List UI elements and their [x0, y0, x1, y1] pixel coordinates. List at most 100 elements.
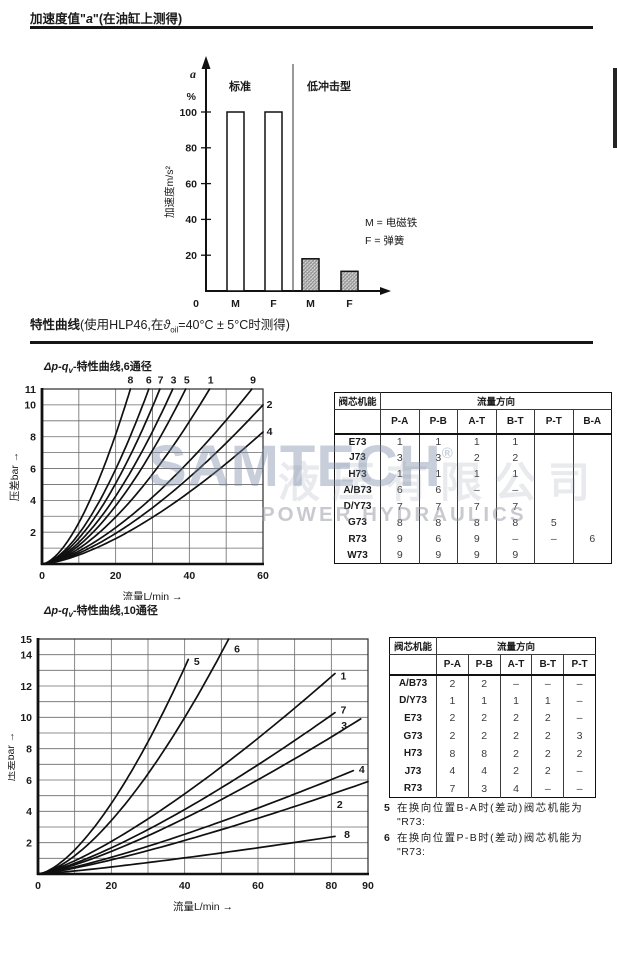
table-row: G73 8 8 8 8 5: [335, 514, 612, 531]
curve-label-4: 4: [267, 426, 273, 438]
table-cell: 7: [418, 498, 458, 515]
table-cell: 9: [495, 547, 535, 564]
axis-unit-percent: %: [187, 91, 197, 103]
curve-6: [41, 388, 150, 565]
y-tick-label: 2: [26, 837, 32, 849]
table-cell: 2: [436, 709, 469, 728]
y-axis-title: 压差bar →: [8, 452, 21, 502]
curve-8: [37, 835, 336, 875]
y-axis-title: 压差bar →: [8, 732, 17, 782]
table-row: R73 7 3 4– –: [390, 780, 596, 798]
y-tick-label: 20: [185, 250, 197, 262]
y-tick-label: 80: [185, 143, 197, 155]
x-zero-label: 0: [193, 298, 199, 310]
y-axis-title: 加速度m/s²: [163, 166, 176, 218]
table-cell: 8: [418, 514, 458, 531]
table-cell: 8: [495, 514, 535, 531]
curve-6: [37, 638, 230, 875]
row-label-W73: W73: [347, 549, 368, 561]
curve-5: [41, 388, 187, 565]
table-cell: 6: [418, 531, 458, 548]
table-row: E73 2 2 2 2–: [390, 709, 596, 728]
curve-label-1: 1: [341, 671, 347, 683]
table-cell: 1: [467, 692, 501, 710]
legend-line-m: M = 电磁铁: [365, 216, 418, 229]
table-cell: –: [531, 780, 564, 798]
table-cell: [572, 482, 612, 499]
y-tick-label: 6: [26, 775, 32, 787]
y-tick-label: 40: [185, 214, 197, 226]
footnote-text: 在换向位置B-A时(差动)阀芯机能为: [397, 802, 584, 814]
bar-M-0: [226, 111, 245, 292]
table-cell: 2: [499, 727, 532, 745]
table-cell: 2: [531, 727, 564, 745]
x-tick-label: 60: [252, 880, 264, 892]
row-label-R73: R73: [348, 533, 367, 545]
curve-1: [37, 672, 336, 875]
curve-label-3: 3: [171, 374, 177, 386]
table-row: A/B73 6 6– –: [335, 482, 612, 499]
table-cell: 1: [495, 466, 535, 483]
column-header-P-B: P-B: [467, 654, 501, 676]
table-cell: 8: [380, 514, 419, 531]
footnote-number: 5: [384, 802, 390, 814]
blank-header-cell: [389, 654, 437, 676]
table-cell: 9: [457, 531, 496, 548]
footnote-continuation: "R73:: [397, 845, 426, 858]
table-row: D/Y73 1 1 1 1–: [390, 692, 596, 710]
column-header-P-A: P-A: [380, 409, 419, 435]
spool-function-table-10: 阀芯机能 流量方向 P-A P-B A-T B-T P-T A/B73 2 2– – – D/Y73 1 1…: [389, 637, 596, 799]
footnote-6: 6 在换向位置P-B时(差动)阀芯机能为: [384, 831, 602, 845]
section-heading-acceleration: 加速度值"a"(在油缸上测得): [30, 12, 183, 26]
table-cell: 7: [457, 498, 496, 515]
curve-label-4: 4: [359, 764, 365, 776]
row-label-D/Y73: D/Y73: [399, 695, 427, 707]
row-label-J73: J73: [349, 452, 366, 464]
table-cell: –: [457, 482, 496, 499]
y-tick-label: 14: [20, 649, 32, 661]
row-label-A/B73: A/B73: [398, 678, 428, 690]
bar-M-2: [301, 258, 320, 292]
table-cell: –: [563, 780, 596, 798]
table-cell: 1: [495, 433, 535, 450]
curve-8: [41, 388, 132, 565]
table-cell: 3: [563, 727, 596, 745]
curve-label-2: 2: [267, 399, 273, 411]
x-tick-label: 0: [39, 570, 45, 582]
x-axis-title: 流量L/min →: [122, 590, 182, 600]
curve-label-2: 2: [337, 799, 343, 811]
table-cell: 3: [380, 449, 419, 466]
column-header-A-T: A-T: [499, 654, 532, 676]
table-cell: –: [495, 531, 535, 548]
footnote-5: 5 在换向位置B-A时(差动)阀芯机能为: [384, 801, 602, 815]
y-tick-label: 6: [30, 463, 36, 475]
table-cell: 9: [457, 547, 496, 564]
row-label-G73: G73: [348, 517, 367, 529]
table-cell: 8: [436, 744, 469, 763]
table-cell: [572, 498, 612, 515]
spool-function-table-6: 阀芯机能 流量方向 P-A P-B A-T B-T P-T B-A E73 1 1 1 1 J73 3 3 2 2…: [334, 392, 612, 564]
curve-label-5: 5: [184, 374, 190, 386]
section-divider-rule: [30, 26, 593, 29]
table-cell: 2: [495, 449, 535, 466]
table-cell: 2: [499, 762, 532, 781]
table-corner-header: 阀芯机能: [389, 637, 437, 655]
table-cell: 7: [495, 498, 535, 515]
bar-label: F: [270, 298, 277, 310]
theta-subscript: oil: [170, 325, 179, 335]
table-cell: –: [495, 482, 535, 499]
table-cell: 6: [572, 531, 612, 548]
column-header-B-T: B-T: [495, 409, 535, 435]
table-cell: 2: [531, 762, 564, 781]
column-header-B-T: B-T: [531, 654, 564, 676]
table-cell: 2: [531, 709, 564, 728]
chart-title-10: Δp-qv-特性曲线,10通径: [44, 605, 158, 620]
table-cell: –: [534, 531, 573, 548]
curve-3: [41, 388, 174, 565]
y-tick-label: 10: [24, 400, 36, 412]
y-tick-label: 8: [30, 432, 36, 444]
table-cell: 2: [457, 449, 496, 466]
